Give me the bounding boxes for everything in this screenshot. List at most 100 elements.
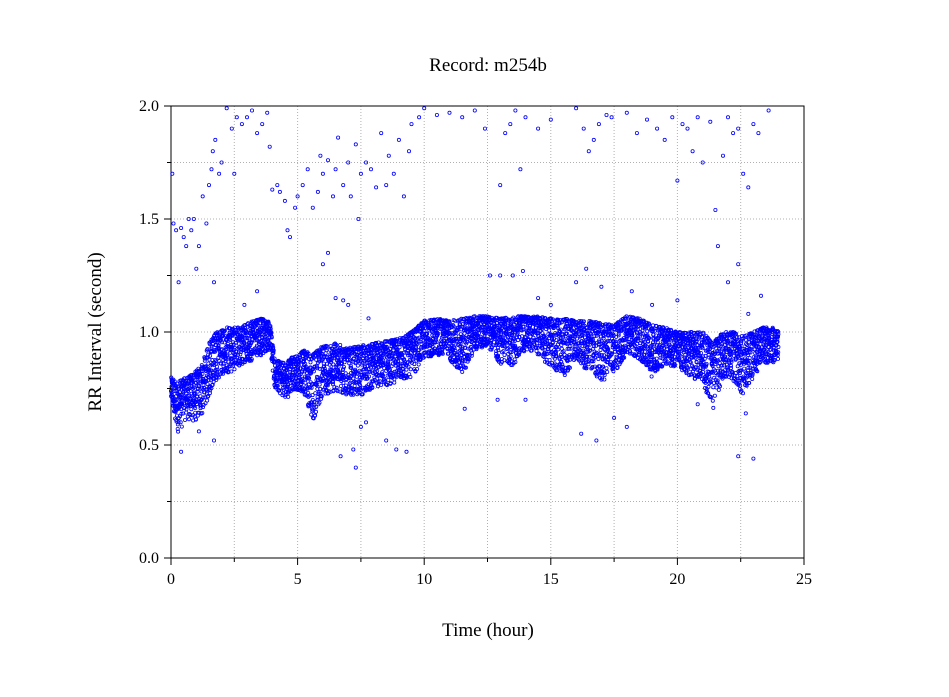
data-point — [217, 359, 222, 364]
data-point — [193, 417, 198, 422]
data-point — [235, 352, 240, 357]
data-point — [176, 420, 181, 425]
data-point — [234, 343, 239, 348]
data-point — [188, 413, 193, 418]
data-point — [233, 357, 238, 362]
data-point — [205, 398, 210, 403]
data-point — [313, 391, 318, 396]
data-point — [311, 369, 316, 374]
data-point — [215, 367, 220, 372]
data-point — [259, 332, 264, 337]
data-point — [214, 331, 219, 336]
data-point — [341, 380, 346, 385]
data-point — [232, 367, 237, 372]
data-point — [198, 404, 203, 409]
data-point — [601, 336, 606, 341]
data-point — [213, 336, 218, 341]
data-point — [214, 377, 219, 382]
data-point — [711, 385, 716, 390]
data-point — [258, 353, 263, 358]
data-point — [303, 361, 308, 366]
data-point — [210, 383, 215, 388]
data-point — [354, 374, 359, 379]
data-point — [238, 327, 243, 332]
data-point — [319, 396, 324, 401]
data-point — [190, 377, 195, 382]
data-point — [237, 363, 242, 368]
data-point — [649, 374, 654, 379]
data-point — [180, 391, 185, 396]
data-point — [184, 410, 189, 415]
data-point — [309, 412, 314, 417]
data-point — [317, 366, 322, 371]
data-point — [174, 397, 179, 402]
data-point — [190, 378, 195, 383]
data-point — [300, 369, 305, 374]
data-point — [271, 350, 276, 355]
data-point — [320, 351, 325, 356]
data-point — [330, 380, 335, 385]
data-point — [332, 385, 337, 390]
data-point — [208, 353, 213, 358]
data-point — [223, 353, 228, 358]
data-point — [712, 393, 717, 398]
data-point — [205, 347, 210, 352]
data-point — [201, 383, 206, 388]
data-point — [285, 381, 290, 386]
data-point — [266, 319, 271, 324]
data-point — [313, 409, 318, 414]
data-point — [219, 361, 224, 366]
data-point — [314, 404, 319, 409]
data-point — [191, 385, 196, 390]
data-point — [219, 340, 224, 345]
data-point — [206, 377, 211, 382]
data-point — [298, 385, 303, 390]
data-point — [179, 411, 184, 416]
data-point — [302, 348, 307, 353]
data-point — [307, 376, 312, 381]
data-point — [243, 322, 248, 327]
data-point — [206, 352, 211, 357]
data-point — [219, 347, 224, 352]
data-point — [222, 328, 227, 333]
data-point — [315, 366, 320, 371]
data-point — [320, 378, 325, 383]
data-point — [181, 389, 186, 394]
data-point — [237, 359, 242, 364]
data-point — [231, 363, 236, 368]
data-point — [231, 355, 236, 360]
data-point — [309, 385, 314, 390]
data-point — [209, 362, 214, 367]
data-point — [729, 363, 734, 368]
data-point — [502, 352, 507, 357]
data-point — [206, 361, 211, 366]
data-point — [460, 369, 465, 374]
data-point — [338, 384, 343, 389]
data-point — [269, 335, 274, 340]
data-point — [247, 340, 252, 345]
data-point — [322, 364, 327, 369]
data-point — [325, 383, 330, 388]
data-point — [272, 359, 277, 364]
data-point — [334, 364, 339, 369]
data-point — [386, 377, 391, 382]
data-point — [312, 399, 317, 404]
data-point — [331, 362, 336, 367]
data-point — [193, 405, 198, 410]
data-point — [404, 367, 409, 372]
data-point — [317, 382, 322, 387]
data-point — [191, 389, 196, 394]
data-point — [688, 360, 693, 365]
data-point — [309, 369, 314, 374]
data-point — [271, 348, 276, 353]
data-point — [186, 417, 191, 422]
data-point — [334, 373, 339, 378]
data-point — [189, 407, 194, 412]
data-point — [303, 380, 308, 385]
data-point — [308, 360, 313, 365]
data-point — [392, 380, 397, 385]
data-point — [242, 360, 247, 365]
data-point — [313, 413, 318, 418]
data-point — [200, 371, 205, 376]
